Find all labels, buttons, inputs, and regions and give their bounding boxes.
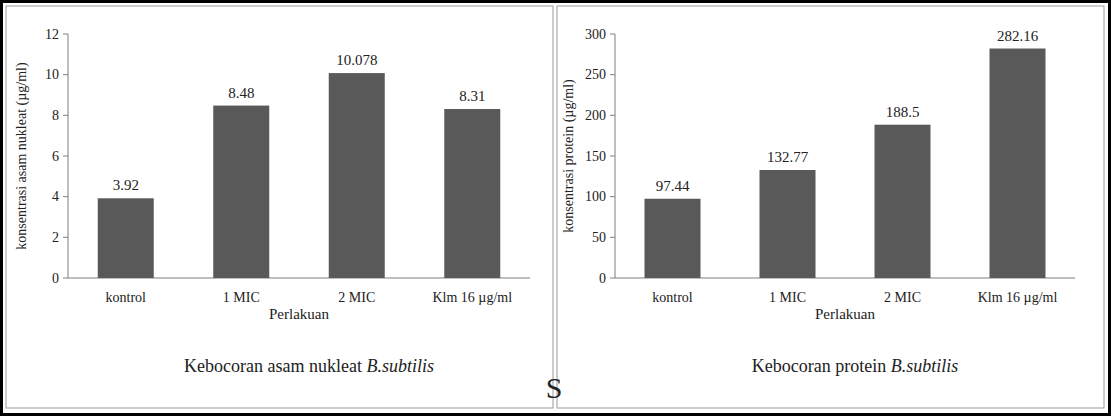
x-tick-label: Klm 16 µg/ml bbox=[432, 290, 512, 305]
chart-panel: 0 2 4 6 8 10 12 3.92 8.48 10.078 8.31 kontrol 1 MIC 2… bbox=[6, 6, 553, 408]
bars bbox=[645, 49, 1046, 278]
y-tick-label: 2 bbox=[52, 230, 59, 245]
data-label: 188.5 bbox=[886, 104, 920, 120]
y-tick-label: 100 bbox=[585, 189, 606, 204]
chart-title: Kebocoran asam nukleat B.subtilis bbox=[184, 356, 434, 376]
bars bbox=[98, 73, 501, 278]
y-tick-label: 150 bbox=[585, 149, 606, 164]
data-label: 132.77 bbox=[767, 149, 809, 165]
panel-frame bbox=[557, 6, 1104, 408]
y-tick bbox=[63, 156, 68, 157]
y-tick-label: 0 bbox=[52, 271, 59, 286]
x-tick-label: Klm 16 µg/ml bbox=[978, 290, 1058, 305]
y-tick bbox=[610, 74, 615, 75]
x-tick-label: kontrol bbox=[652, 290, 693, 305]
x-axis-label: Perlakuan bbox=[269, 306, 329, 322]
y-tick bbox=[63, 237, 68, 238]
figure: 0 2 4 6 8 10 12 3.92 8.48 10.078 8.31 kontrol 1 MIC 2… bbox=[0, 0, 1111, 416]
y-tick bbox=[610, 196, 615, 197]
y-tick-label: 10 bbox=[45, 67, 59, 82]
x-tick-label: 2 MIC bbox=[338, 290, 375, 305]
x-tick-label: 2 MIC bbox=[884, 290, 921, 305]
watermark: S bbox=[546, 371, 563, 404]
y-tick-label: 12 bbox=[45, 27, 59, 42]
y-tick-label: 6 bbox=[52, 149, 59, 164]
y-tick-label: 8 bbox=[52, 108, 59, 123]
bar bbox=[444, 109, 500, 278]
y-tick-label: 300 bbox=[585, 27, 606, 42]
y-tick bbox=[610, 34, 615, 35]
y-tick bbox=[63, 278, 68, 279]
data-label: 10.078 bbox=[336, 52, 377, 68]
data-label: 8.31 bbox=[459, 88, 485, 104]
bar bbox=[875, 125, 931, 278]
bar bbox=[645, 199, 701, 278]
chart-title: Kebocoran protein B.subtilis bbox=[752, 356, 958, 376]
data-label: 8.48 bbox=[228, 85, 254, 101]
y-tick-label: 250 bbox=[585, 67, 606, 82]
x-tick-label: 1 MIC bbox=[769, 290, 806, 305]
y-tick-label: 200 bbox=[585, 108, 606, 123]
bar bbox=[990, 49, 1046, 278]
bar bbox=[98, 198, 154, 278]
y-tick-label: 0 bbox=[599, 271, 606, 286]
x-tick-label: 1 MIC bbox=[223, 290, 260, 305]
data-label: 3.92 bbox=[113, 177, 139, 193]
x-axis-label: Perlakuan bbox=[815, 306, 875, 322]
y-tick-label: 50 bbox=[592, 230, 606, 245]
y-tick bbox=[610, 278, 615, 279]
outer-frame bbox=[2, 2, 1110, 415]
y-tick-label: 4 bbox=[52, 189, 59, 204]
data-label: 282.16 bbox=[997, 28, 1039, 44]
bar bbox=[213, 106, 269, 278]
bar bbox=[329, 73, 385, 278]
y-axis-label: konsentrasi protein (µg/ml) bbox=[561, 79, 577, 233]
data-label: 97.44 bbox=[656, 178, 690, 194]
x-tick-label: kontrol bbox=[106, 290, 147, 305]
y-tick bbox=[63, 196, 68, 197]
y-tick bbox=[63, 74, 68, 75]
panel-frame bbox=[6, 6, 553, 408]
chart-panel: 0 50 100 150 200 250 300 97.44 132.77 188.5 282.16… bbox=[557, 6, 1104, 408]
y-tick bbox=[610, 156, 615, 157]
y-tick bbox=[610, 237, 615, 238]
y-tick bbox=[63, 34, 68, 35]
y-tick bbox=[610, 115, 615, 116]
y-tick bbox=[63, 115, 68, 116]
y-axis-label: konsentrasi asam nukleat (µg/ml) bbox=[14, 62, 30, 250]
bar bbox=[760, 170, 816, 278]
